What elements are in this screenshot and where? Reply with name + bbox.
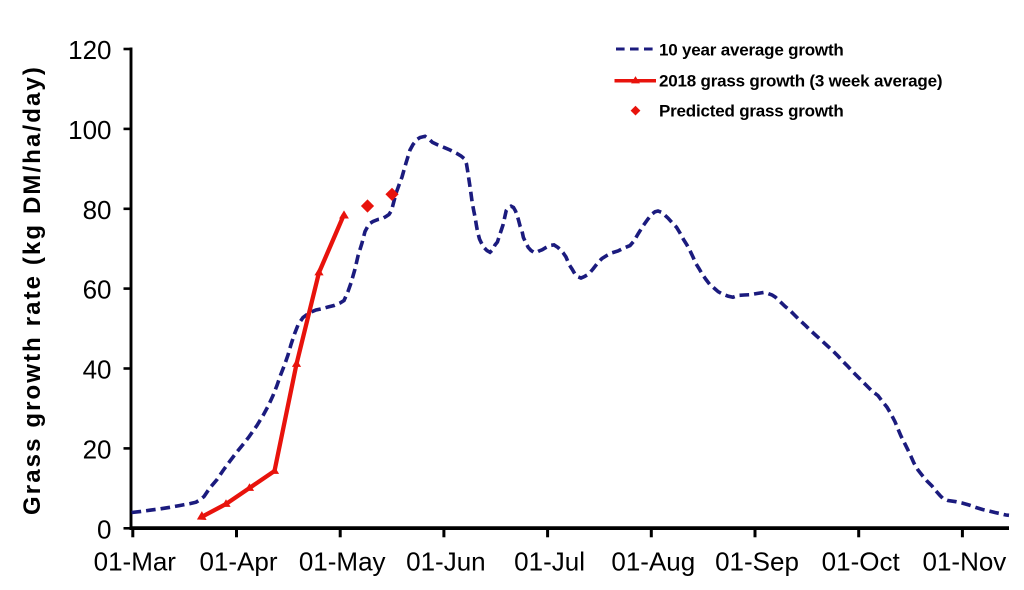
svg-text:60: 60 xyxy=(83,275,112,305)
svg-text:20: 20 xyxy=(83,434,112,464)
svg-text:01-Nov: 01-Nov xyxy=(922,547,1006,577)
svg-text:01-Apr: 01-Apr xyxy=(199,547,277,577)
svg-text:0: 0 xyxy=(97,514,111,544)
svg-text:2018 grass growth (3 week aver: 2018 grass growth (3 week average) xyxy=(659,72,942,91)
svg-text:100: 100 xyxy=(68,115,111,145)
svg-text:01-Aug: 01-Aug xyxy=(611,547,695,577)
svg-text:01-Sep: 01-Sep xyxy=(715,547,799,577)
svg-text:10 year average growth: 10 year average growth xyxy=(659,40,844,59)
svg-text:01-Mar: 01-Mar xyxy=(94,547,177,577)
svg-text:01-Jul: 01-Jul xyxy=(514,547,585,577)
svg-text:120: 120 xyxy=(68,35,111,65)
svg-text:Grass growth rate (kg DM/ha/da: Grass growth rate (kg DM/ha/day) xyxy=(19,65,46,515)
svg-text:Predicted grass growth: Predicted grass growth xyxy=(659,102,844,121)
svg-text:01-May: 01-May xyxy=(299,547,386,577)
svg-text:80: 80 xyxy=(83,195,112,225)
svg-text:01-Oct: 01-Oct xyxy=(822,547,901,577)
svg-text:40: 40 xyxy=(83,355,112,385)
svg-text:01-Jun: 01-Jun xyxy=(406,547,486,577)
